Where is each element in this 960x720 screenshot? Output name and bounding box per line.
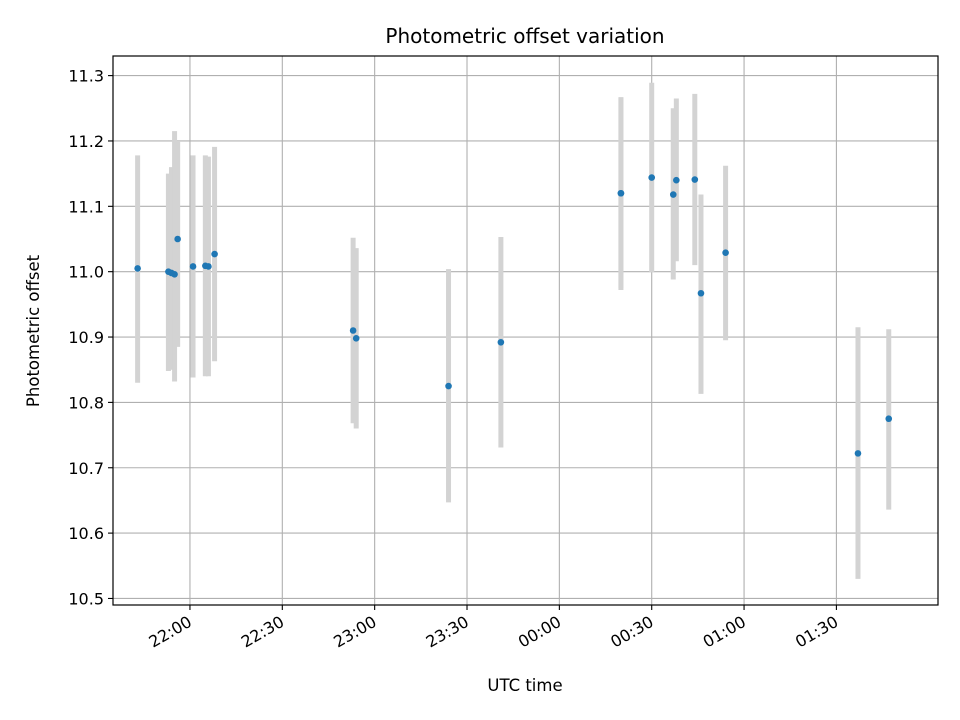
data-point — [722, 249, 729, 257]
data-point — [885, 415, 893, 423]
y-tick-label: 10.9 — [68, 328, 104, 347]
y-axis-label: Photometric offset — [24, 254, 43, 407]
data-point — [205, 263, 212, 270]
data-point — [617, 189, 625, 197]
data-point — [134, 265, 141, 272]
data-point — [189, 263, 197, 270]
data-point — [497, 338, 505, 346]
data-point — [673, 176, 680, 184]
data-point — [171, 270, 178, 278]
y-tick-label: 10.7 — [68, 459, 104, 478]
y-tick-label: 10.6 — [68, 524, 104, 543]
y-axis-ticks: 10.5 10.6 10.7 10.8 10.9 11.0 11.1 11.2 11.3 — [68, 67, 113, 608]
data-point — [349, 327, 357, 334]
y-tick-label: 11.3 — [68, 67, 104, 86]
y-tick-label: 11.0 — [68, 263, 104, 282]
x-axis-label: UTC time — [487, 676, 562, 695]
plot-frame — [112, 55, 939, 606]
data-point — [352, 335, 360, 342]
y-tick-label: 11.2 — [68, 132, 104, 151]
data-point — [174, 235, 181, 243]
data-point — [669, 191, 677, 198]
data-point — [648, 174, 656, 181]
y-tick-label: 10.5 — [68, 589, 104, 608]
y-tick-label: 10.8 — [68, 393, 104, 412]
chart-title: Photometric offset variation — [385, 24, 664, 48]
data-points — [134, 174, 893, 457]
y-tick-label: 11.1 — [68, 197, 104, 216]
data-point — [697, 289, 705, 297]
grid-lines — [113, 56, 938, 605]
data-point — [445, 382, 452, 390]
data-point — [691, 176, 699, 183]
data-point — [854, 450, 862, 457]
data-point — [211, 250, 218, 258]
